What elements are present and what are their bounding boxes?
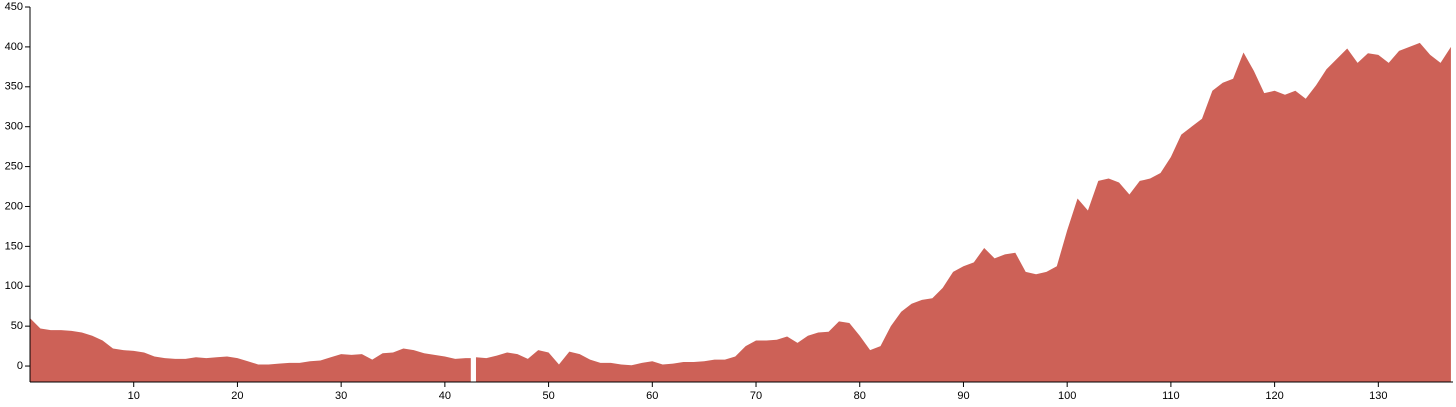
y-tick-label: 350 bbox=[5, 81, 23, 93]
y-tick-label: 400 bbox=[5, 41, 23, 53]
x-tick-label: 90 bbox=[957, 390, 969, 402]
x-tick-label: 30 bbox=[335, 390, 347, 402]
x-tick-label: 50 bbox=[542, 390, 554, 402]
x-tick-label: 60 bbox=[646, 390, 658, 402]
x-tick-label: 120 bbox=[1265, 390, 1283, 402]
y-tick-label: 0 bbox=[17, 360, 23, 372]
x-tick-label: 20 bbox=[231, 390, 243, 402]
y-tick-label: 50 bbox=[11, 320, 23, 332]
x-tick-label: 10 bbox=[128, 390, 140, 402]
x-tick-label: 100 bbox=[1058, 390, 1076, 402]
x-tick-label: 70 bbox=[750, 390, 762, 402]
x-tick-label: 130 bbox=[1369, 390, 1387, 402]
y-tick-label: 450 bbox=[5, 1, 23, 13]
y-tick-label: 100 bbox=[5, 280, 23, 292]
x-tick-label: 40 bbox=[439, 390, 451, 402]
elevation-area bbox=[30, 42, 1451, 382]
x-tick-label: 80 bbox=[854, 390, 866, 402]
x-tick-label: 110 bbox=[1162, 390, 1180, 402]
y-tick-label: 300 bbox=[5, 121, 23, 133]
y-tick-label: 200 bbox=[5, 200, 23, 212]
y-tick-label: 250 bbox=[5, 160, 23, 172]
y-tick-label: 150 bbox=[5, 240, 23, 252]
